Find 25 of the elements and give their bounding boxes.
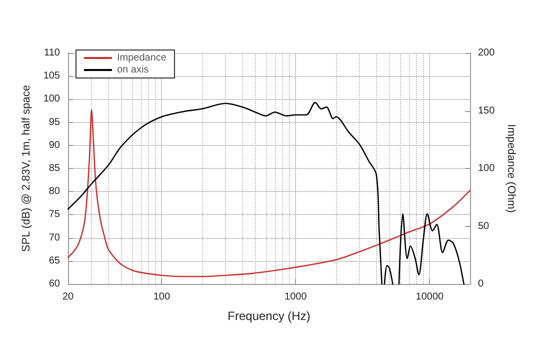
y2-tick-label: 0: [478, 278, 484, 290]
y-tick-label: 105: [43, 70, 60, 82]
y-tick-label: 60: [48, 278, 60, 290]
legend-label: on axis: [117, 64, 149, 76]
x-tick-label: 20: [62, 292, 74, 302]
y-tick-label: 100: [43, 94, 60, 105]
y2-tick-label: 150: [478, 105, 496, 116]
y-axis-title: SPL (dB) @ 2.83V, 1m, half space: [20, 85, 32, 252]
x-tick-label: 100: [153, 292, 170, 302]
legend-label: Impedance: [117, 52, 167, 64]
y2-axis-title: Impedance (Ohm): [505, 124, 518, 213]
y2-tick-label: 100: [478, 163, 496, 174]
x-tick-label: 10000: [416, 292, 444, 302]
x-tick-label: 1000: [284, 292, 308, 302]
y-tick-label: 90: [48, 140, 60, 151]
y-tick-label: 95: [48, 116, 60, 128]
y-tick-label: 65: [48, 255, 60, 266]
y-tick-label: 85: [48, 163, 60, 174]
y-tick-label: 75: [48, 209, 60, 220]
y-tick-label: 80: [48, 186, 60, 198]
y-tick-label: 70: [48, 232, 60, 244]
y2-tick-label: 200: [478, 48, 496, 58]
y2-tick-label: 50: [478, 220, 490, 232]
x-axis-title: Frequency (Hz): [228, 309, 310, 323]
y-tick-label: 110: [44, 48, 60, 58]
